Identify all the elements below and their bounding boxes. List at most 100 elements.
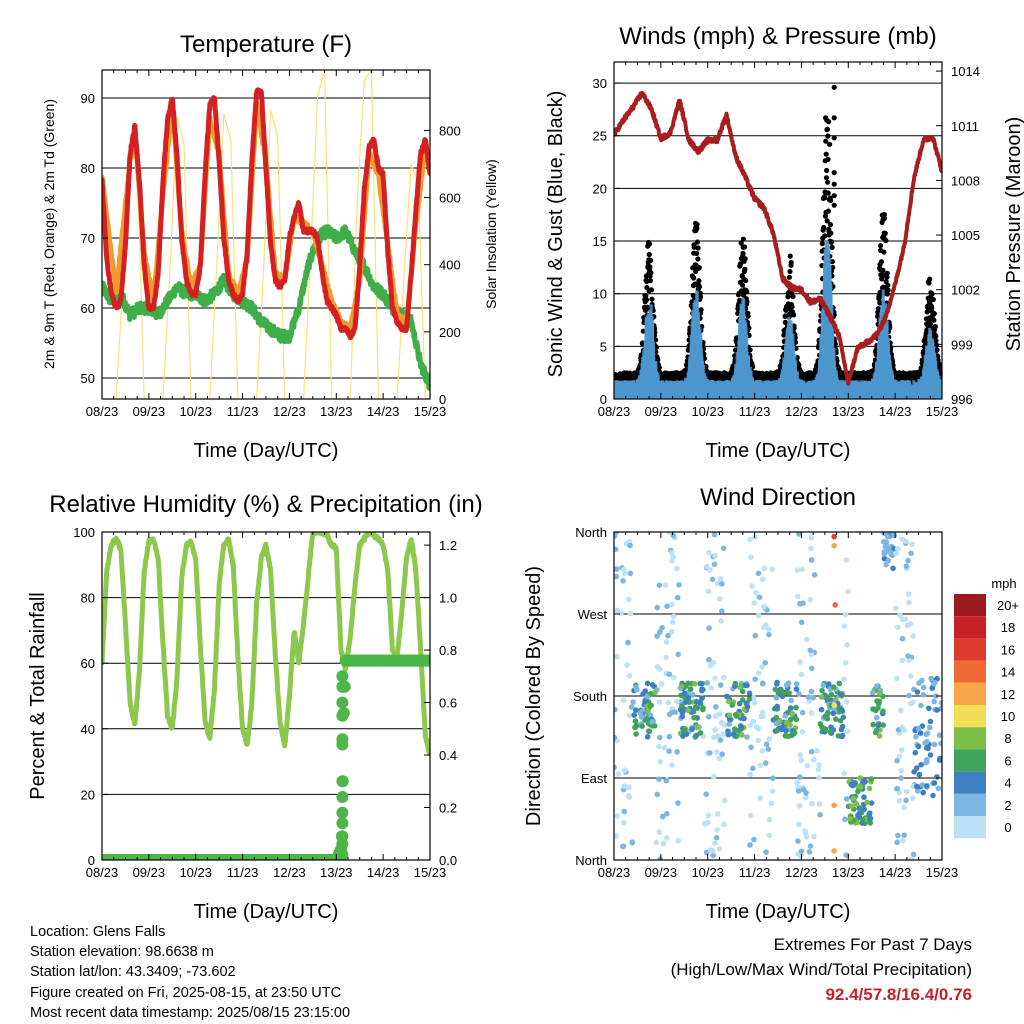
direction-point xyxy=(759,748,766,754)
direction-point xyxy=(749,583,755,589)
direction-point xyxy=(719,751,725,757)
direction-point xyxy=(644,734,651,740)
colorbar-label: 8 xyxy=(1004,731,1011,746)
gust-point xyxy=(927,276,933,282)
direction-point xyxy=(675,837,682,844)
direction-point xyxy=(654,633,660,639)
direction-point xyxy=(773,714,780,721)
direction-point xyxy=(797,659,803,665)
winds-ytick-label: 0 xyxy=(600,392,607,407)
direction-point xyxy=(621,820,627,826)
gust-point xyxy=(931,317,937,323)
gust-point xyxy=(696,284,703,290)
gust-point xyxy=(648,270,654,276)
direction-point xyxy=(711,773,717,780)
direction-point xyxy=(746,696,753,702)
direction-point xyxy=(632,718,639,724)
gust-point xyxy=(829,239,835,245)
colorbar-label: 2 xyxy=(1004,798,1011,813)
direction-point xyxy=(685,707,691,714)
direction-point xyxy=(712,727,718,733)
direction-point xyxy=(907,673,914,679)
direction-point xyxy=(794,567,801,573)
direction-point xyxy=(826,681,832,687)
direction-point xyxy=(832,602,838,608)
humidity-grid xyxy=(102,597,430,795)
gust-point xyxy=(823,151,829,157)
colorbar-label: 16 xyxy=(1001,642,1015,657)
temperature-ytick-label: 50 xyxy=(81,371,95,386)
direction-point xyxy=(621,566,627,573)
direction-point xyxy=(653,839,660,846)
direction-point xyxy=(670,674,677,681)
humidity-y2tick-label: 0.2 xyxy=(439,801,457,816)
direction-point xyxy=(843,699,850,705)
direction-point xyxy=(808,748,815,755)
direction-point xyxy=(864,799,870,806)
direction-point xyxy=(630,699,636,705)
direction-point xyxy=(739,732,745,738)
direction-point xyxy=(736,700,743,707)
direction-point xyxy=(620,578,626,584)
humidity-precipitation-chart: Relative Humidity (%) & Precipitation (i… xyxy=(27,491,483,923)
gust-point xyxy=(829,259,835,265)
rainfall-point xyxy=(336,848,349,860)
temperature-title: Temperature (F) xyxy=(180,31,352,58)
direction-point xyxy=(808,688,815,695)
gust-point xyxy=(826,119,832,125)
direction-point xyxy=(881,532,887,536)
direction-point xyxy=(845,588,851,595)
direction-point xyxy=(793,686,800,692)
temperature-y2tick-label: 600 xyxy=(439,191,461,206)
direction-point xyxy=(866,785,873,792)
direction-point xyxy=(755,670,762,676)
direction-point xyxy=(924,783,930,789)
direction-point xyxy=(783,733,789,739)
direction-point xyxy=(657,666,663,672)
direction-point xyxy=(899,657,906,664)
direction-point xyxy=(755,737,762,744)
direction-point xyxy=(748,744,754,751)
humidity-plot xyxy=(102,532,430,860)
temperature-xtick-label: 10/23 xyxy=(179,404,212,419)
direction-point xyxy=(809,665,815,672)
temperature-plot xyxy=(102,70,430,399)
gust-point xyxy=(880,267,886,273)
direction-point xyxy=(697,680,703,687)
humidity-y2tick-label: 0.6 xyxy=(439,696,457,711)
direction-point xyxy=(705,819,711,826)
direction-point xyxy=(769,566,775,573)
direction-point xyxy=(615,771,622,777)
direction-point xyxy=(666,733,673,740)
direction-point xyxy=(717,711,723,717)
direction-point xyxy=(714,827,720,833)
direction-point xyxy=(639,723,645,729)
direction-point xyxy=(890,565,896,572)
direction-point xyxy=(747,536,753,543)
direction-point xyxy=(614,607,621,614)
direction-point xyxy=(910,633,916,639)
direction-point xyxy=(687,686,694,692)
rainfall-point xyxy=(336,670,349,683)
direction-point xyxy=(747,771,754,778)
direction-point xyxy=(895,624,901,631)
direction-point xyxy=(818,694,825,700)
direction-point xyxy=(689,726,695,732)
winds-y2tick-label: 1005 xyxy=(951,228,980,243)
humidity-xtick-label: 13/23 xyxy=(320,865,353,880)
direction-point xyxy=(783,727,789,734)
direction-point xyxy=(818,706,825,713)
direction-point xyxy=(657,734,663,741)
winds-ylabel: Sonic Wind & Gust (Blue, Black) xyxy=(545,91,567,378)
direction-point xyxy=(753,724,760,730)
direction-point xyxy=(901,832,907,838)
direction-point xyxy=(909,541,915,548)
direction-point xyxy=(876,698,883,705)
direction-point xyxy=(690,692,696,698)
direction-point xyxy=(870,721,876,728)
direction-point xyxy=(654,791,660,798)
direction-point xyxy=(663,777,669,784)
direction-point xyxy=(915,725,922,732)
direction-point xyxy=(762,660,768,666)
